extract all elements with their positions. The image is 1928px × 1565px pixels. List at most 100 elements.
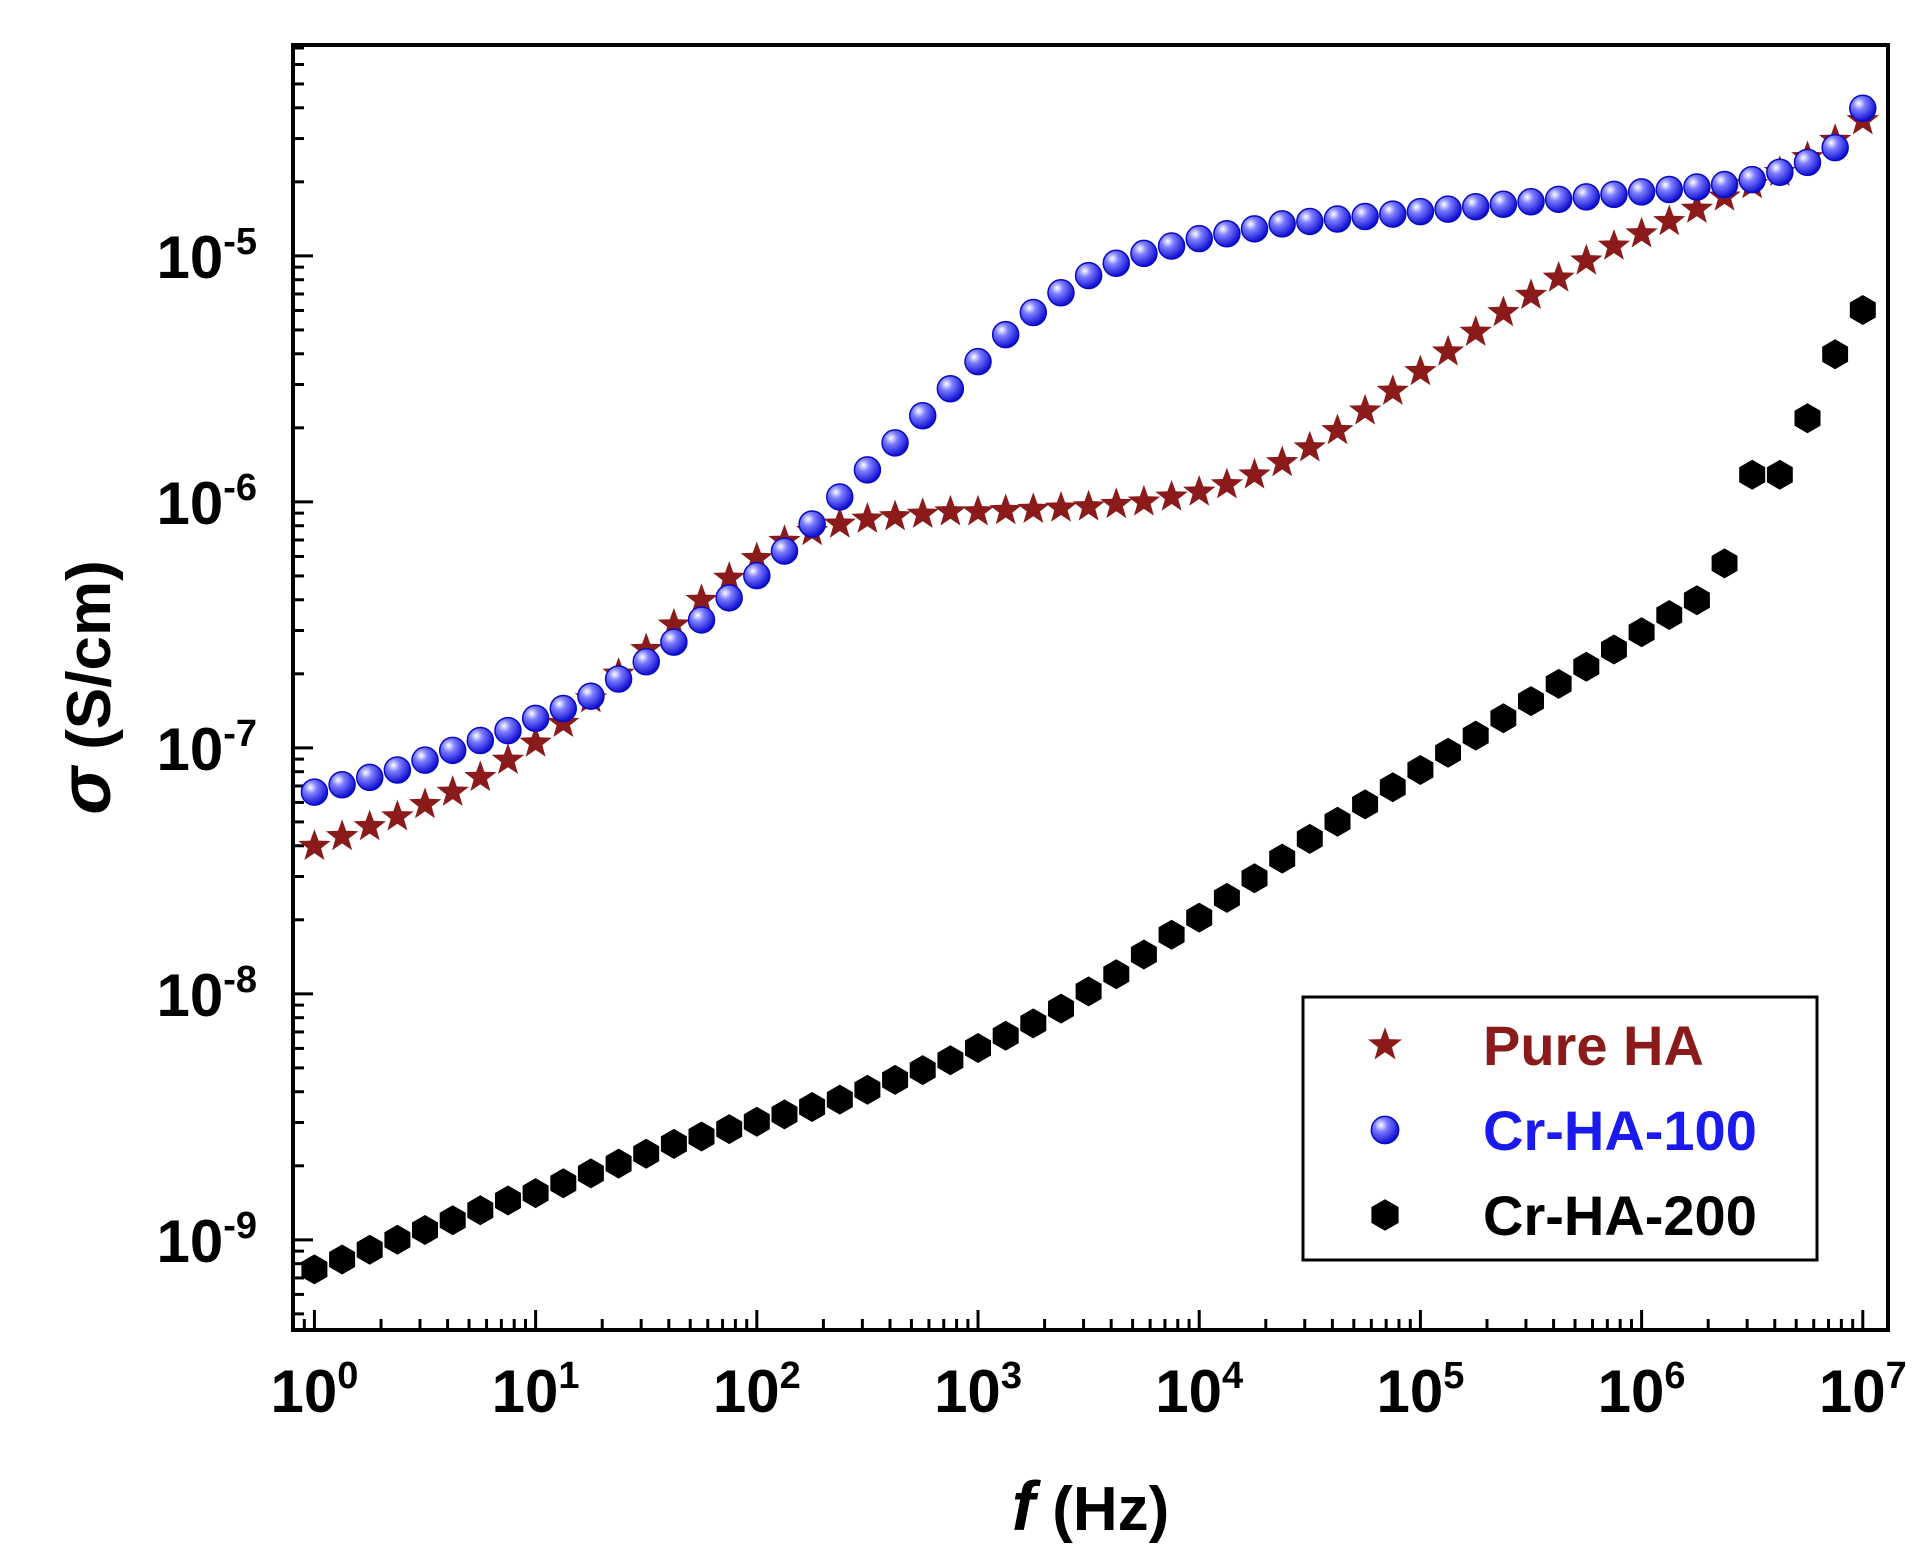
data-point (853, 456, 882, 484)
data-point (353, 809, 386, 841)
legend-marker-star (1368, 1027, 1402, 1060)
data-point (1490, 703, 1517, 734)
data-point (1241, 863, 1268, 894)
data-point (356, 1234, 383, 1265)
data-point (657, 607, 690, 639)
data-point (300, 778, 329, 806)
data-point (1348, 393, 1382, 425)
data-point (1351, 202, 1379, 231)
data-point (906, 497, 939, 528)
x-tick-label: 105 (1376, 1355, 1464, 1425)
x-tick-label: 106 (1598, 1355, 1686, 1425)
data-point (1019, 298, 1048, 327)
data-point (1376, 374, 1409, 405)
x-tick-label: 101 (492, 1355, 580, 1425)
data-point (1518, 686, 1544, 717)
data-point (716, 1114, 743, 1145)
y-tick-label: 10-5 (156, 221, 257, 291)
data-point (1324, 806, 1351, 837)
data-point (550, 1168, 577, 1199)
data-point (1542, 261, 1575, 292)
data-point (1240, 215, 1269, 243)
x-tick-label: 103 (934, 1355, 1022, 1425)
data-point (438, 736, 467, 765)
data-point (1185, 224, 1213, 253)
y-tick-label: 10-6 (156, 467, 257, 537)
data-point (1407, 755, 1434, 785)
data-point (660, 1128, 687, 1159)
data-point (1186, 902, 1213, 933)
data-point (1157, 232, 1186, 260)
data-point (685, 583, 718, 614)
data-point (1435, 737, 1461, 768)
data-point (1434, 195, 1462, 223)
data-point (878, 499, 912, 531)
data-point (605, 1148, 632, 1179)
series-cr-ha-200 (301, 295, 1876, 1285)
data-point (934, 494, 967, 526)
plot-frame (291, 43, 1890, 1332)
data-point (1431, 334, 1465, 366)
data-point (826, 483, 854, 511)
series-cr-ha-100 (300, 94, 1877, 806)
x-tick-label: 102 (713, 1355, 801, 1425)
data-point (1072, 489, 1105, 521)
data-point (1268, 210, 1296, 238)
data-point (412, 1215, 438, 1245)
data-point (1766, 158, 1794, 187)
data-point (1738, 165, 1766, 194)
data-point (1711, 548, 1738, 579)
data-point (799, 1092, 826, 1122)
data-point (1822, 339, 1849, 370)
data-point (965, 1033, 991, 1063)
data-point (715, 584, 743, 612)
data-point (1048, 993, 1074, 1024)
data-point (1849, 295, 1876, 325)
data-point (1597, 229, 1631, 260)
data-point (1766, 459, 1793, 490)
data-point (1238, 457, 1271, 489)
data-point (854, 1074, 881, 1105)
data-point (1183, 475, 1216, 506)
data-point (329, 1244, 356, 1275)
data-point (1379, 200, 1407, 228)
data-point (1020, 1008, 1047, 1039)
data-point (1710, 170, 1739, 199)
data-point (408, 787, 442, 819)
data-point (301, 1254, 328, 1285)
data-point (908, 402, 937, 430)
data-point (1821, 133, 1849, 162)
data-point (1017, 492, 1050, 523)
data-point (630, 632, 663, 664)
data-point (1487, 295, 1520, 327)
data-point (1406, 197, 1435, 226)
data-point (495, 1185, 521, 1216)
data-point (1683, 585, 1710, 616)
data-point (298, 829, 331, 860)
data-point (1628, 617, 1655, 648)
data-point (355, 763, 384, 792)
data-point (851, 502, 884, 533)
data-point (1517, 188, 1545, 216)
x-axis-title: f (Hz) (1012, 1467, 1170, 1545)
data-point (1266, 445, 1299, 477)
data-point (549, 694, 578, 723)
data-point (1793, 148, 1822, 177)
data-point (688, 1121, 715, 1152)
y-tick-label: 10-9 (156, 1205, 257, 1275)
data-point (1489, 190, 1518, 218)
data-point (798, 510, 826, 538)
data-point (1656, 600, 1683, 630)
x-tick-label: 107 (1819, 1355, 1907, 1425)
data-point (1653, 204, 1686, 236)
data-point (411, 746, 439, 774)
data-point (467, 1195, 494, 1226)
data-point (1213, 220, 1241, 248)
data-point (961, 494, 995, 526)
data-point (1461, 192, 1490, 221)
data-point (1794, 403, 1821, 434)
data-point (1462, 720, 1489, 751)
data-point (1044, 491, 1078, 522)
